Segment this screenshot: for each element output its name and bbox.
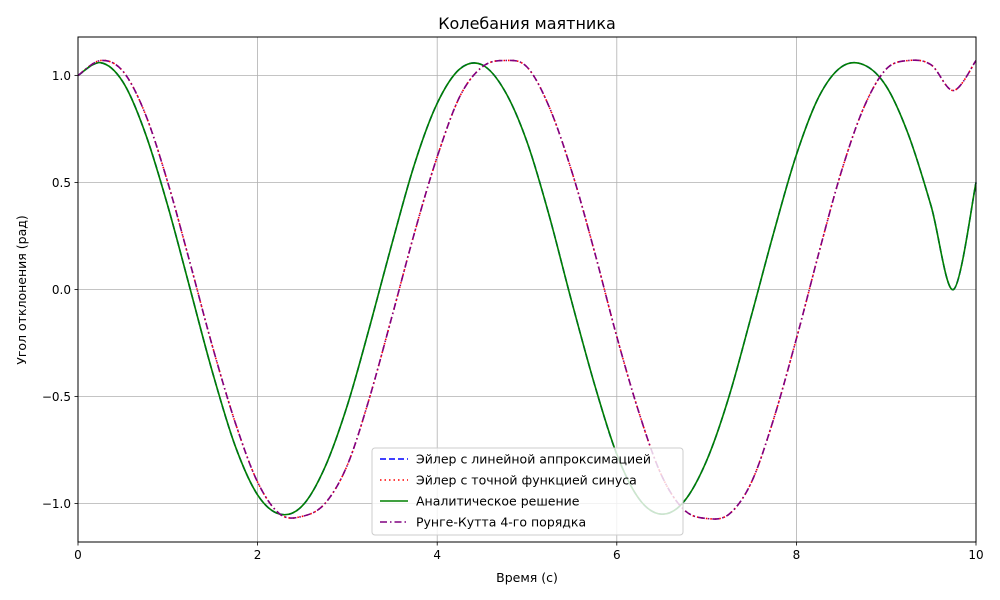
x-tick-label: 0 bbox=[74, 548, 82, 562]
x-tick-label: 2 bbox=[254, 548, 262, 562]
y-tick-label: −0.5 bbox=[42, 390, 71, 404]
y-tick-label: 0.5 bbox=[52, 176, 71, 190]
y-tick-label: 0.0 bbox=[52, 283, 71, 297]
y-axis-title: Угол отклонения (рад) bbox=[14, 215, 29, 365]
chart-title: Колебания маятника bbox=[438, 14, 616, 33]
x-tick-label: 4 bbox=[433, 548, 441, 562]
y-tick-label: 1.0 bbox=[52, 69, 71, 83]
series-line-3 bbox=[77, 61, 977, 516]
legend-label: Рунге-Кутта 4-го порядка bbox=[416, 515, 586, 530]
axis-ticks: 0 2 4 6 8 10 1.0 0.5 0.0 −0.5 −1.0 bbox=[42, 69, 984, 562]
x-tick-label: 8 bbox=[793, 548, 801, 562]
x-axis-title: Время (с) bbox=[496, 570, 558, 585]
legend-label: Аналитическое решение bbox=[416, 494, 580, 509]
legend: Эйлер с линейной аппроксимацией Эйлер с т… bbox=[371, 447, 684, 536]
series-lines bbox=[77, 59, 977, 520]
legend-label: Эйлер с точной функцией синуса bbox=[416, 473, 637, 488]
legend-box bbox=[371, 447, 684, 536]
series-line-4 bbox=[77, 59, 977, 520]
legend-label: Эйлер с линейной аппроксимацией bbox=[416, 452, 651, 467]
y-tick-label: −1.0 bbox=[42, 497, 71, 511]
x-tick-label: 10 bbox=[968, 548, 983, 562]
x-tick-label: 6 bbox=[613, 548, 621, 562]
